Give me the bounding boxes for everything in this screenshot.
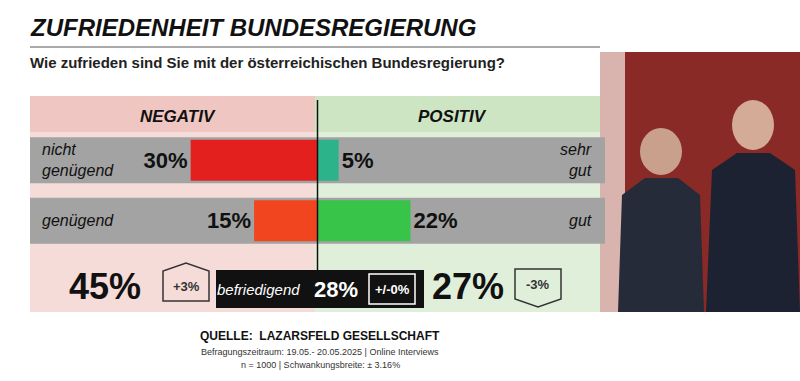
svg-text:30%: 30%	[144, 148, 188, 173]
svg-text:5%: 5%	[342, 148, 374, 173]
svg-text:Befragungszeitraum: 19.05.- 20: Befragungszeitraum: 19.05.- 20.05.2025 |…	[201, 347, 439, 357]
svg-text:28%: 28%	[314, 277, 358, 302]
svg-text:15%: 15%	[207, 208, 251, 233]
svg-text:-3%: -3%	[526, 277, 550, 292]
svg-text:NEGATIV: NEGATIV	[140, 107, 216, 126]
svg-text:POSITIV: POSITIV	[418, 107, 487, 126]
svg-text:45%: 45%	[69, 266, 141, 307]
svg-text:27%: 27%	[432, 266, 504, 307]
svg-text:+3%: +3%	[173, 279, 200, 294]
svg-text:genügend: genügend	[42, 212, 114, 229]
svg-text:sehrgut: sehrgut	[560, 141, 592, 179]
svg-text:+/-0%: +/-0%	[375, 282, 410, 297]
svg-text:befriedigend: befriedigend	[217, 281, 300, 298]
svg-text:nichtgenügend: nichtgenügend	[42, 141, 114, 179]
svg-text:ZUFRIEDENHEIT BUNDESREGIERUNG: ZUFRIEDENHEIT BUNDESREGIERUNG	[30, 14, 476, 41]
svg-text:gut: gut	[569, 212, 592, 229]
svg-text:Wie zufrieden sind Sie mit der: Wie zufrieden sind Sie mit der österreic…	[30, 54, 505, 71]
svg-text:n = 1000 | Schwankungsbreite:: n = 1000 | Schwankungsbreite: ± 3.16%	[241, 360, 400, 370]
svg-text:22%: 22%	[414, 208, 458, 233]
svg-text:QUELLE: LAZARSFELD GESELLSCHA: QUELLE: LAZARSFELD GESELLSCHAFT	[200, 329, 440, 343]
